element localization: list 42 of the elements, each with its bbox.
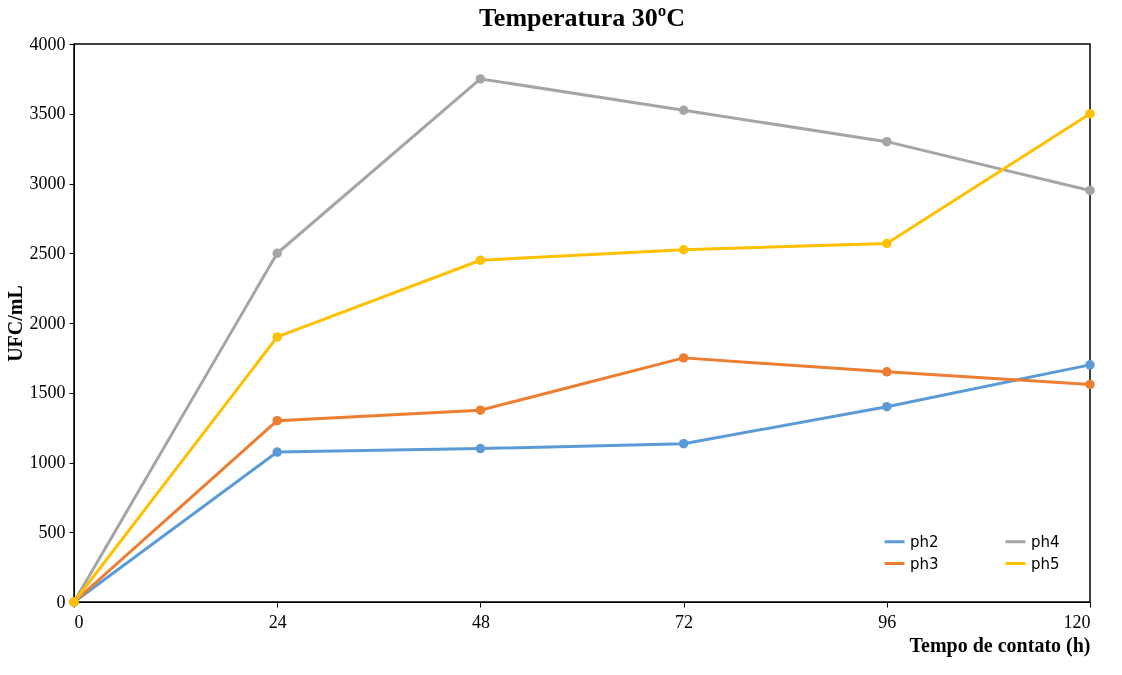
y-axis-title: UFC/mL xyxy=(3,285,26,362)
legend-label: ph2 xyxy=(910,532,939,551)
legend-label: ph3 xyxy=(910,554,939,573)
point xyxy=(1085,360,1095,370)
point xyxy=(1085,379,1095,390)
y-tick-label: 1500 xyxy=(29,382,66,403)
x-axis-title: Tempo de contato (h) xyxy=(909,633,1091,657)
y-tick-label: 4000 xyxy=(29,33,66,54)
chart-title: Temperatura 30ºC xyxy=(478,3,686,32)
x-tick-label: 24 xyxy=(268,611,287,632)
point xyxy=(678,438,689,449)
y-tick-label: 1000 xyxy=(29,452,66,472)
point xyxy=(475,405,486,415)
point xyxy=(882,238,892,249)
point xyxy=(1085,109,1095,119)
x-tick-label: 72 xyxy=(675,611,694,632)
legend-label: ph4 xyxy=(1031,532,1060,551)
point xyxy=(678,245,689,255)
point xyxy=(272,415,282,426)
y-tick-label: 0 xyxy=(56,591,66,612)
y-tick-label: 3500 xyxy=(29,103,66,124)
x-tick-label: 48 xyxy=(471,611,490,632)
point xyxy=(882,367,892,377)
point xyxy=(475,74,486,84)
point xyxy=(475,255,486,265)
point xyxy=(882,136,892,147)
point xyxy=(678,105,689,115)
x-tick-label: 96 xyxy=(878,611,897,632)
y-tick-label: 3000 xyxy=(29,173,66,193)
point xyxy=(272,332,282,342)
point xyxy=(272,248,282,258)
x-tick-label: 0 xyxy=(74,611,84,632)
point xyxy=(678,353,689,363)
x-tick-label: 120 xyxy=(1063,611,1091,632)
legend-label: ph5 xyxy=(1031,554,1060,573)
point xyxy=(475,443,486,454)
y-tick-label: 500 xyxy=(38,521,66,542)
y-tick-label: 2500 xyxy=(29,242,66,263)
point xyxy=(1085,185,1095,196)
y-tick-label: 2000 xyxy=(29,312,66,333)
point xyxy=(882,401,892,412)
point xyxy=(272,447,282,457)
